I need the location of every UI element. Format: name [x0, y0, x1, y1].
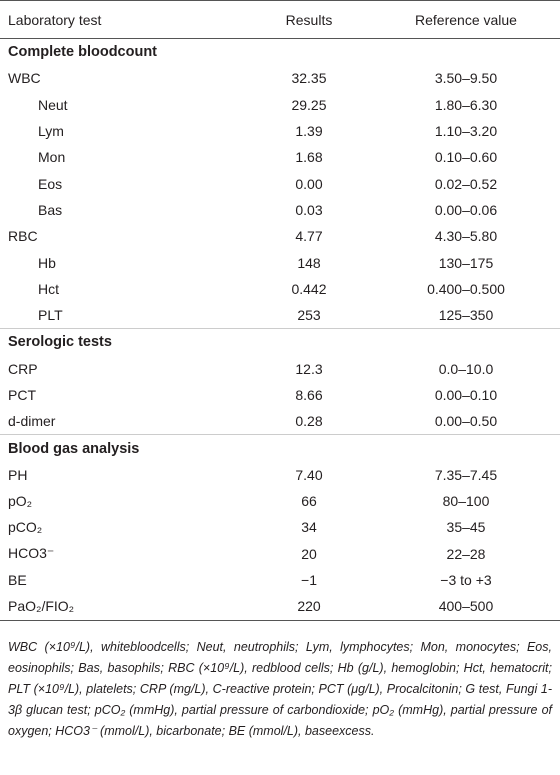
table-body: Complete bloodcount WBC 32.35 3.50–9.50 Neut…: [0, 39, 560, 621]
data-row: BE −1 −3 to +3: [0, 567, 560, 593]
reference: 0.02–0.52: [434, 175, 498, 192]
reference: 130–175: [438, 254, 494, 271]
data-row: Neut 29.25 1.80–6.30: [0, 92, 560, 118]
test-name: pCO₂: [8, 519, 43, 536]
data-row: Bas 0.03 0.00–0.06: [0, 197, 560, 223]
header-cell: Reference value: [372, 0, 560, 39]
result: 1.39: [295, 123, 323, 140]
result: 220: [246, 593, 372, 621]
result: 0.28: [295, 413, 323, 430]
result: 4.77: [295, 228, 323, 245]
data-row: PLT 253 125–350: [0, 302, 560, 329]
section-title: Blood gas analysis: [0, 434, 560, 462]
data-row: Mon 1.68 0.10–0.60: [0, 144, 560, 170]
test-name: CRP: [8, 360, 38, 377]
test-name: PLT: [38, 307, 63, 324]
header-row: Laboratory test Results Reference value: [0, 0, 560, 39]
result: 148: [297, 254, 321, 271]
reference: 0.00–0.10: [434, 387, 498, 403]
reference: 400–500: [372, 593, 560, 621]
header-cell: Laboratory test: [0, 0, 246, 39]
section-row: Complete bloodcount: [0, 39, 560, 66]
test-name: Mon: [38, 149, 66, 166]
data-row: d-dimer 0.28 0.00–0.50: [0, 408, 560, 435]
reference: 125–350: [438, 307, 494, 324]
result: 29.25: [291, 96, 327, 113]
data-row: CRP 12.3 0.0–10.0: [0, 356, 560, 382]
test-name: Bas: [38, 201, 63, 218]
section-row: Serologic tests: [0, 328, 560, 356]
result: 253: [297, 307, 321, 324]
data-row: PaO₂/FIO₂ 220 400–500: [0, 593, 560, 621]
data-row: pCO₂ 34 35–45: [0, 514, 560, 540]
test-name: Lym: [38, 123, 64, 140]
test-name: PCT: [8, 387, 36, 403]
footnote: WBC (×10⁹/L), whitebloodcells; Neut, neu…: [8, 639, 552, 738]
reference: 35–45: [446, 519, 486, 536]
test-name: Eos: [38, 175, 63, 192]
reference: −3 to +3: [440, 572, 492, 589]
result: 12.3: [295, 360, 323, 377]
reference: 0.00–0.50: [434, 413, 498, 430]
test-name: PH: [8, 466, 28, 483]
test-name: PaO₂/FIO₂: [0, 593, 246, 621]
data-row: Hb 148 130–175: [0, 249, 560, 275]
reference: 22–28: [446, 545, 486, 562]
reference: 3.50–9.50: [434, 70, 498, 87]
section-title: Serologic tests: [0, 328, 560, 356]
section-title: Complete bloodcount: [8, 44, 158, 61]
test-name: pO₂: [8, 493, 33, 510]
reference: 4.30–5.80: [434, 228, 498, 245]
data-row: HCO3⁻ 20 22–28: [0, 541, 560, 567]
table-header: Laboratory test Results Reference value: [0, 0, 560, 39]
data-row: pO₂ 66 80–100: [0, 488, 560, 514]
data-row: Hct 0.442 0.400–0.500: [0, 276, 560, 302]
reference: 80–100: [442, 493, 490, 510]
result: 0.00: [295, 175, 323, 192]
section-row: Blood gas analysis: [0, 434, 560, 462]
test-name: Hct: [38, 280, 59, 297]
result: 7.40: [295, 466, 323, 483]
reference: 1.80–6.30: [434, 96, 498, 113]
result: 20: [301, 545, 317, 562]
test-name: HCO3⁻: [8, 545, 55, 562]
reference: 7.35–7.45: [434, 466, 498, 483]
result: 1.68: [295, 149, 323, 166]
test-name: Neut: [38, 96, 68, 113]
header-cell: Results: [246, 0, 372, 39]
data-row: RBC 4.77 4.30–5.80: [0, 223, 560, 249]
reference: 0.10–0.60: [434, 149, 498, 166]
test-name: WBC: [8, 70, 41, 87]
test-name: BE: [8, 572, 27, 589]
test-name: Hb: [38, 254, 56, 271]
reference: 1.10–3.20: [434, 123, 498, 140]
data-row: Lym 1.39 1.10–3.20: [0, 118, 560, 144]
data-row: WBC 32.35 3.50–9.50: [0, 65, 560, 91]
data-row: PH 7.40 7.35–7.45: [0, 462, 560, 488]
test-name: RBC: [8, 228, 38, 245]
result: 8.66: [295, 387, 323, 403]
data-row: Eos 0.00 0.02–0.52: [0, 170, 560, 196]
result: 66: [301, 493, 317, 510]
result: 0.03: [295, 201, 323, 218]
result: 32.35: [291, 70, 327, 87]
lab-table: Laboratory test Results Reference value …: [0, 0, 560, 621]
reference: 0.00–0.06: [434, 201, 498, 218]
reference: 0.0–10.0: [438, 360, 494, 377]
reference: 0.400–0.500: [427, 280, 505, 297]
result: −1: [301, 572, 317, 589]
result: 0.442: [291, 280, 327, 297]
test-name: d-dimer: [8, 413, 56, 430]
data-row: PCT 8.66 0.00–0.10: [0, 382, 560, 408]
result: 34: [301, 519, 317, 536]
